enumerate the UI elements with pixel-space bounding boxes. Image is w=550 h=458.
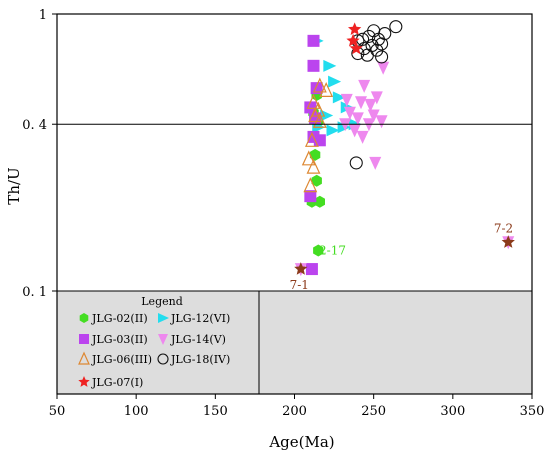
data-point-7-1 [294, 262, 308, 275]
legend-label-6: JLG-07(I) [91, 376, 143, 389]
data-point-3-1 [358, 79, 371, 93]
data-point-2-3 [304, 101, 317, 114]
y-tick-label-0: 1 [39, 8, 47, 23]
data-point-3-4 [355, 96, 367, 110]
data-point-3-14 [369, 156, 382, 170]
data-point-3-7 [367, 109, 380, 123]
legend-label-3: JLG-14(V) [170, 333, 226, 346]
data-point-3-8 [351, 112, 364, 126]
shaded-region [57, 291, 532, 394]
data-point-3-12 [348, 124, 361, 138]
x-tick-label-5: 300 [440, 404, 465, 419]
y-axis-label: Th/U [5, 167, 23, 204]
data-point-1-3 [332, 91, 346, 104]
data-point-6-2 [349, 41, 363, 55]
x-tick-label-1: 100 [124, 404, 149, 419]
series-6 [346, 22, 363, 55]
x-tick-label-6: 350 [520, 404, 545, 419]
legend-label-0: JLG-02(II) [91, 312, 148, 325]
legend-label-1: JLG-12(VI) [170, 312, 230, 325]
y-tick-label-1: 0. 4 [22, 118, 47, 133]
data-point-4-5 [312, 112, 327, 128]
data-point-0-7 [313, 244, 324, 257]
series-4 [301, 77, 334, 193]
series-7 [294, 235, 515, 275]
data-point-1-2 [328, 75, 342, 88]
x-tick-label-3: 200 [282, 404, 307, 419]
data-point-6-0 [348, 22, 362, 35]
data-point-4-4 [308, 107, 323, 123]
data-point-5-13 [375, 50, 389, 64]
annotation-0: 2-17 [319, 244, 346, 258]
data-point-3-5 [364, 98, 377, 112]
annotation-1: 7-1 [290, 278, 309, 292]
legend-marker-4 [78, 351, 90, 365]
data-point-5-14 [349, 156, 363, 170]
legend-item-4: JLG-06(III) [78, 351, 152, 366]
data-point-2-1 [307, 59, 320, 72]
legend-item-2: JLG-03(II) [79, 333, 148, 346]
legend-marker-3 [158, 334, 168, 345]
x-tick-label-2: 150 [203, 404, 228, 419]
y-tick-label-2: 0. 1 [22, 285, 47, 300]
data-point-2-7 [304, 190, 317, 203]
data-point-1-9 [326, 124, 340, 137]
data-point-3-6 [343, 106, 356, 120]
data-point-4-1 [319, 81, 334, 97]
data-point-4-6 [304, 131, 319, 147]
legend-label-2: JLG-03(II) [91, 333, 148, 346]
legend-label-5: JLG-18(IV) [170, 353, 230, 366]
legend-marker-2 [79, 334, 89, 344]
data-point-2-0 [307, 34, 320, 47]
x-tick-label-0: 50 [49, 404, 66, 419]
data-point-5-3 [362, 29, 376, 43]
data-point-3-13 [356, 130, 369, 144]
legend-marker-1 [158, 313, 169, 323]
data-point-1-5 [320, 109, 334, 122]
legend-marker-6 [78, 376, 90, 387]
data-point-0-3 [309, 148, 321, 161]
data-point-5-12 [360, 48, 374, 62]
data-point-5-0 [389, 20, 403, 34]
data-point-3-9 [375, 115, 388, 129]
legend-item-6: JLG-07(I) [78, 376, 143, 389]
legend-marker-5 [157, 353, 169, 365]
legend-marker-0 [79, 313, 89, 323]
legend-item-3: JLG-14(V) [158, 333, 226, 346]
data-point-3-3 [340, 93, 353, 107]
legend-item-0: JLG-02(II) [79, 312, 148, 325]
data-point-4-8 [306, 158, 321, 174]
data-point-0-4 [311, 174, 322, 187]
data-point-4-2 [306, 93, 321, 109]
data-point-7-0 [501, 235, 515, 248]
data-point-0-6 [314, 195, 325, 208]
data-point-3-0 [377, 61, 390, 75]
data-point-4-7 [301, 150, 316, 166]
x-tick-label-4: 250 [361, 404, 386, 419]
legend-item-5: JLG-18(IV) [157, 353, 230, 366]
legend-item-1: JLG-12(VI) [158, 312, 230, 325]
data-point-4-0 [312, 77, 327, 93]
x-axis-label: Age(Ma) [268, 433, 334, 451]
legend-title: Legend [141, 295, 183, 308]
data-point-1-1 [323, 59, 337, 72]
annotation-2: 7-2 [494, 222, 513, 236]
data-point-4-9 [303, 177, 318, 193]
data-point-3-2 [370, 91, 383, 105]
data-point-2-8 [305, 263, 318, 276]
legend-label-4: JLG-06(III) [91, 353, 152, 366]
